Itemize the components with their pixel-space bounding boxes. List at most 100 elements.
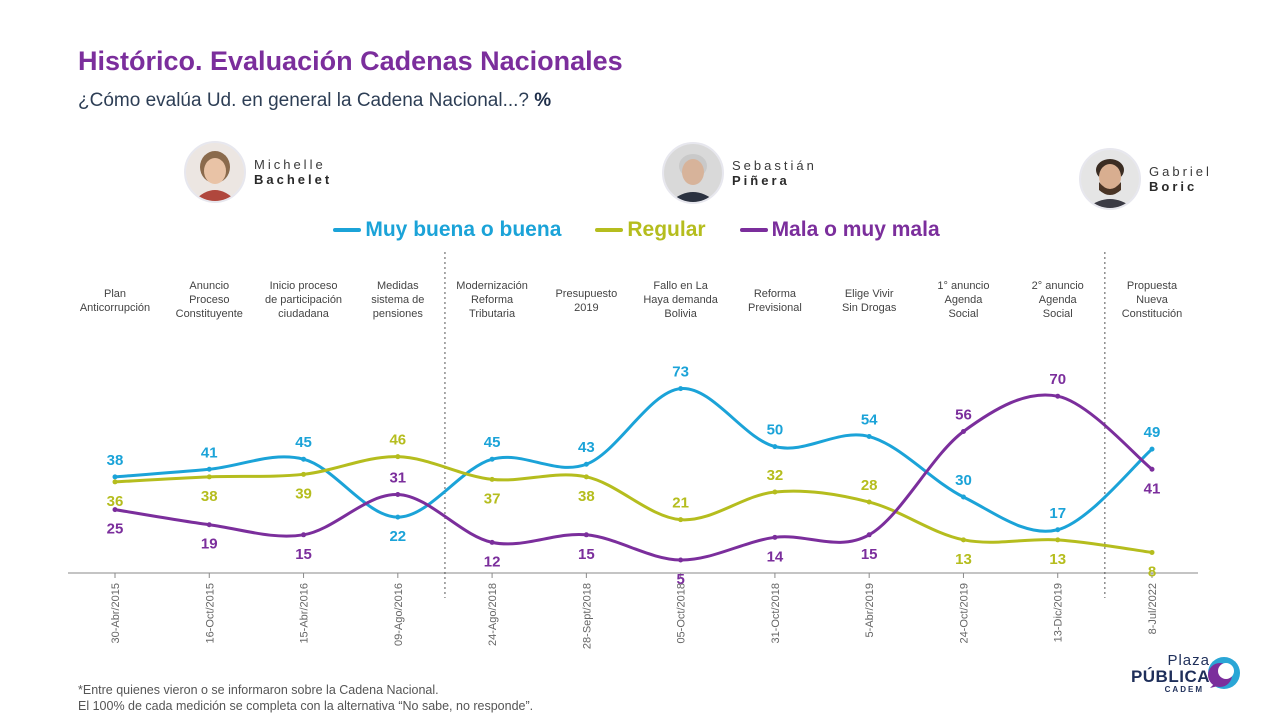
legend-item-regular: Regular [595, 218, 706, 242]
x-tick-label: 30-Abr/2015 [110, 583, 122, 644]
event-label-line: Agenda [944, 294, 983, 306]
data-label-regular: 28 [861, 477, 878, 494]
data-label-mala: 15 [295, 546, 312, 563]
point-regular [489, 476, 495, 482]
point-regular [678, 517, 684, 523]
data-label-buena: 22 [389, 528, 406, 545]
footnote-line-2: El 100% de cada medición se completa con… [78, 699, 534, 713]
data-label-regular: 36 [107, 493, 124, 510]
event-label-line: Inicio proceso [269, 280, 338, 292]
event-label-line: Fallo en La [653, 280, 708, 292]
logo-text-middle: PÚBLICA [1130, 667, 1210, 686]
event-label: Propuesta Nueva Constitución [1100, 279, 1204, 321]
point-mala [866, 532, 872, 538]
point-mala [960, 428, 966, 434]
point-regular [112, 479, 118, 485]
event-label-line: Medidas [377, 280, 419, 292]
point-mala [583, 532, 589, 538]
pinera-first-name: Sebastián [732, 158, 817, 173]
logo-bubble-icon [1208, 657, 1240, 689]
page-title: Histórico. Evaluación Cadenas Nacionales [78, 46, 623, 76]
event-label-line: Social [948, 308, 979, 320]
event-label-line: Haya demanda [643, 294, 718, 306]
data-label-buena: 38 [107, 452, 124, 469]
boric-first-name: Gabriel [1149, 164, 1212, 179]
data-label-regular: 46 [389, 432, 406, 449]
subtitle-question: ¿Cómo evalúa Ud. en general la Cadena Na… [78, 90, 529, 111]
point-mala [1149, 466, 1155, 472]
data-label-regular: 38 [201, 488, 218, 505]
point-mala [1055, 393, 1061, 399]
footnote: *Entre quienes vieron o se informaron so… [78, 682, 533, 714]
event-label-line: Social [1042, 308, 1073, 320]
pinera-portrait-icon [662, 142, 724, 204]
data-label-mala: 15 [578, 546, 595, 563]
data-label-regular: 8 [1148, 563, 1156, 580]
legend-swatch-buena [333, 228, 362, 232]
point-buena [489, 456, 495, 462]
data-label-buena: 49 [1144, 424, 1161, 441]
event-label: Plan Anticorrupción [63, 287, 167, 315]
data-label-regular: 13 [1049, 551, 1066, 568]
data-label-mala: 25 [107, 521, 124, 538]
point-mala [395, 491, 401, 497]
event-label-line: ciudadana [278, 308, 329, 320]
x-tick-label: 24-Oct/2019 [958, 583, 970, 644]
point-mala [678, 557, 684, 563]
legend-label-regular: Regular [627, 218, 706, 241]
point-regular [772, 489, 778, 495]
point-buena [112, 474, 118, 480]
event-label-line: Plan [103, 288, 127, 300]
point-regular [960, 537, 966, 543]
page-subtitle: ¿Cómo evalúa Ud. en general la Cadena Na… [78, 90, 551, 112]
data-label-mala: 56 [955, 406, 972, 423]
data-label-buena: 17 [1049, 505, 1066, 522]
event-label-line: Bolivia [664, 308, 697, 320]
event-label-line: Proceso [189, 294, 230, 306]
event-label: 2° anuncio Agenda Social [1006, 279, 1110, 321]
logo-text-top: Plaza [1167, 652, 1210, 669]
point-mala [772, 534, 778, 540]
data-label-buena: 43 [578, 439, 595, 456]
data-label-regular: 13 [955, 551, 972, 568]
x-tick-label: 24-Ago/2018 [487, 583, 499, 646]
event-label: Presupuesto 2019 [534, 287, 638, 315]
bachelet-name: Michelle Bachelet [254, 157, 332, 187]
point-regular [1149, 549, 1155, 555]
data-label-buena: 50 [767, 422, 784, 439]
data-label-mala: 70 [1049, 371, 1066, 388]
event-label-line: Reforma [753, 288, 796, 300]
event-label-line: Reforma [470, 294, 514, 306]
data-label-mala: 19 [201, 536, 218, 553]
pinera-name: Sebastián Piñera [732, 158, 817, 188]
point-buena [301, 456, 307, 462]
x-tick-label: 05-Oct/2018 [676, 583, 688, 644]
event-label-line: sistema de [371, 294, 425, 306]
boric-last-name: Boric [1149, 179, 1198, 194]
point-regular [206, 474, 212, 480]
point-regular [583, 474, 589, 480]
event-label: 1° anuncio Agenda Social [911, 279, 1015, 321]
event-label-line: Previsional [748, 302, 802, 314]
point-mala [206, 522, 212, 528]
bachelet-first-name: Michelle [254, 157, 326, 172]
event-label: Medidas sistema de pensiones [346, 279, 450, 321]
event-label-line: 1° anuncio [937, 280, 990, 292]
footnote-line-1: *Entre quienes vieron o se informaron so… [78, 683, 439, 697]
data-label-buena: 73 [672, 364, 689, 381]
point-mala [489, 539, 495, 545]
data-label-mala: 31 [389, 469, 406, 486]
point-regular [395, 454, 401, 460]
data-label-regular: 32 [767, 467, 784, 484]
data-label-buena: 45 [295, 434, 312, 451]
legend-swatch-mala [739, 228, 768, 232]
event-label-line: 2° anuncio [1031, 280, 1084, 292]
x-tick-label: 09-Ago/2016 [393, 583, 405, 646]
event-label-line: Constitución [1121, 308, 1183, 320]
bachelet-portrait-icon [184, 141, 246, 203]
x-tick-label: 28-Sept/2018 [581, 583, 593, 649]
legend-label-mala: Mala o muy mala [771, 218, 940, 241]
event-label-line: Elige Vivir [844, 288, 894, 300]
event-label: Inicio proceso de participación ciudadana [252, 279, 356, 321]
event-label-line: Anuncio [189, 280, 230, 292]
